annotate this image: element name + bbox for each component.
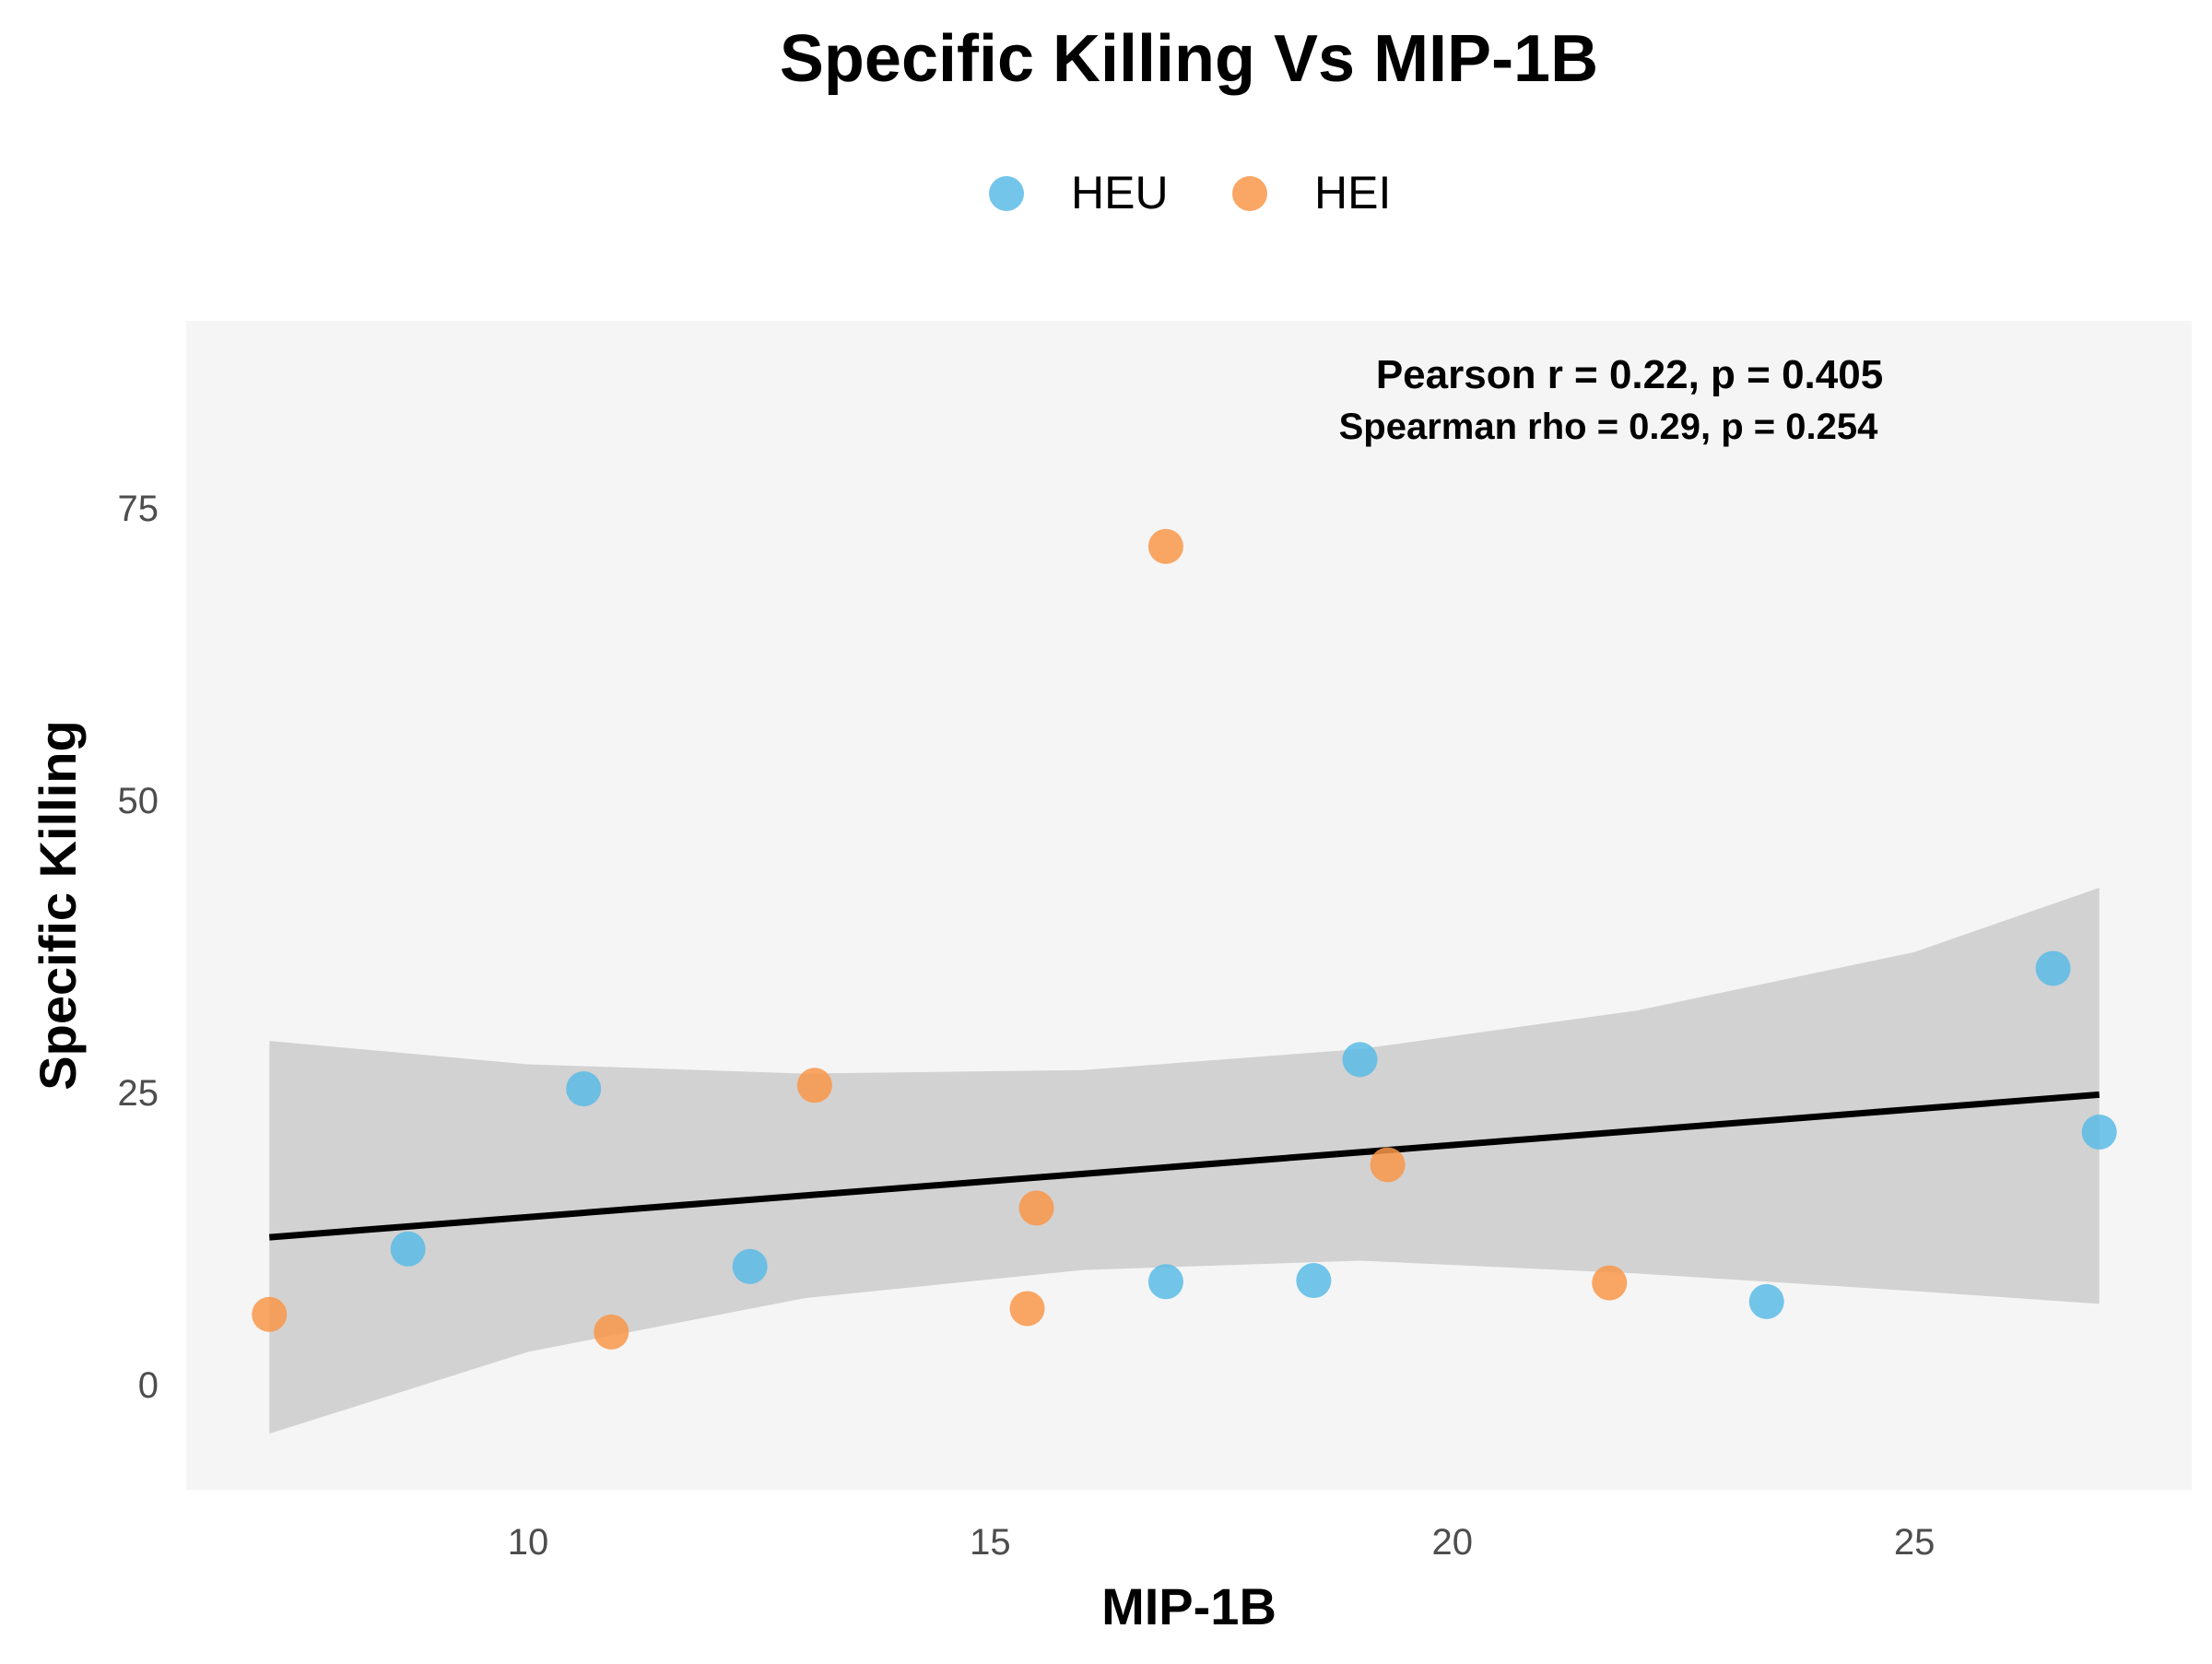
data-point-heu xyxy=(2081,1114,2117,1150)
regression-line xyxy=(268,1091,2100,1241)
x-tick-label: 25 xyxy=(1894,1522,1936,1563)
data-point-heu xyxy=(732,1248,768,1284)
chart-title: Specific Killing Vs MIP-1B xyxy=(780,22,1598,96)
y-tick-label: 25 xyxy=(118,1073,159,1114)
data-point-heu xyxy=(566,1071,602,1107)
regression-layer xyxy=(268,1091,2100,1241)
legend-marker-heu xyxy=(989,176,1024,211)
y-axis-ticks: 0 25 50 75 xyxy=(118,489,159,1406)
x-tick-label: 15 xyxy=(970,1522,1011,1563)
data-point-heu xyxy=(390,1231,426,1267)
data-point-hei xyxy=(1009,1291,1045,1327)
y-tick-label: 0 xyxy=(138,1365,159,1406)
data-point-heu xyxy=(1342,1042,1378,1078)
confidence-band-layer xyxy=(269,887,2100,1434)
data-point-hei xyxy=(1370,1147,1406,1183)
data-point-heu xyxy=(1296,1263,1332,1299)
data-point-heu xyxy=(1147,1264,1183,1300)
data-point-hei xyxy=(1018,1190,1054,1226)
data-point-heu xyxy=(2035,950,2071,986)
x-axis-label: MIP-1B xyxy=(1101,1577,1277,1635)
annotation-spearman: Spearman rho = 0.29, p = 0.254 xyxy=(1339,407,1879,447)
data-point-hei xyxy=(796,1068,832,1103)
legend-label-hei: HEI xyxy=(1314,167,1391,218)
x-tick-label: 10 xyxy=(508,1522,549,1563)
y-tick-label: 75 xyxy=(118,489,159,529)
points-layer xyxy=(252,528,2117,1350)
data-point-hei xyxy=(252,1296,288,1332)
data-point-hei xyxy=(1147,528,1183,564)
annotation-pearson: Pearson r = 0.22, p = 0.405 xyxy=(1376,352,1883,397)
confidence-band xyxy=(269,887,2100,1434)
legend-marker-hei xyxy=(1232,176,1267,211)
y-axis-label: Specific Killing xyxy=(29,720,87,1090)
data-point-hei xyxy=(1592,1265,1628,1301)
x-tick-label: 20 xyxy=(1432,1522,1474,1563)
y-tick-label: 50 xyxy=(118,781,159,821)
data-point-hei xyxy=(594,1314,629,1350)
legend: HEU HEI xyxy=(989,167,1391,218)
data-point-heu xyxy=(1748,1283,1784,1319)
legend-label-heu: HEU xyxy=(1071,167,1169,218)
x-axis-ticks: 10 15 20 25 xyxy=(508,1522,1936,1563)
